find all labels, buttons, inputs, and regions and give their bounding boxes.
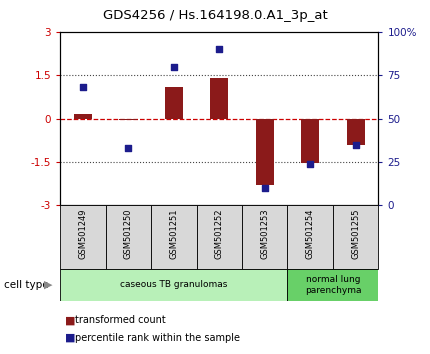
Text: normal lung
parenchyma: normal lung parenchyma <box>305 275 361 295</box>
Bar <box>197 205 242 269</box>
Text: GSM501250: GSM501250 <box>124 209 133 259</box>
Text: GSM501252: GSM501252 <box>215 209 224 259</box>
Bar <box>288 269 378 301</box>
Point <box>352 142 359 147</box>
Text: GSM501251: GSM501251 <box>169 209 178 259</box>
Point <box>261 185 268 191</box>
Point <box>80 85 86 90</box>
Bar <box>333 205 378 269</box>
Point <box>170 64 177 69</box>
Bar <box>288 205 333 269</box>
Text: percentile rank within the sample: percentile rank within the sample <box>75 333 240 343</box>
Bar <box>301 119 319 164</box>
Point <box>307 161 313 166</box>
Bar <box>151 205 197 269</box>
Bar <box>165 87 183 119</box>
Bar <box>347 119 365 144</box>
Text: transformed count: transformed count <box>75 315 166 325</box>
Text: GSM501253: GSM501253 <box>260 209 269 259</box>
Bar <box>242 205 288 269</box>
Bar <box>60 205 106 269</box>
Bar <box>74 114 92 119</box>
Text: caseous TB granulomas: caseous TB granulomas <box>120 280 227 290</box>
Bar <box>256 119 274 185</box>
Bar <box>60 269 288 301</box>
Text: ▶: ▶ <box>44 280 52 290</box>
Text: GSM501249: GSM501249 <box>78 209 87 259</box>
Bar <box>210 78 228 119</box>
Text: GSM501255: GSM501255 <box>351 209 360 259</box>
Text: GSM501254: GSM501254 <box>306 209 315 259</box>
Point <box>125 145 132 151</box>
Point <box>216 46 223 52</box>
Text: ■: ■ <box>64 333 75 343</box>
Bar <box>106 205 151 269</box>
Text: GDS4256 / Hs.164198.0.A1_3p_at: GDS4256 / Hs.164198.0.A1_3p_at <box>103 9 327 22</box>
Bar <box>119 119 138 120</box>
Text: ■: ■ <box>64 315 75 325</box>
Text: cell type: cell type <box>4 280 49 290</box>
